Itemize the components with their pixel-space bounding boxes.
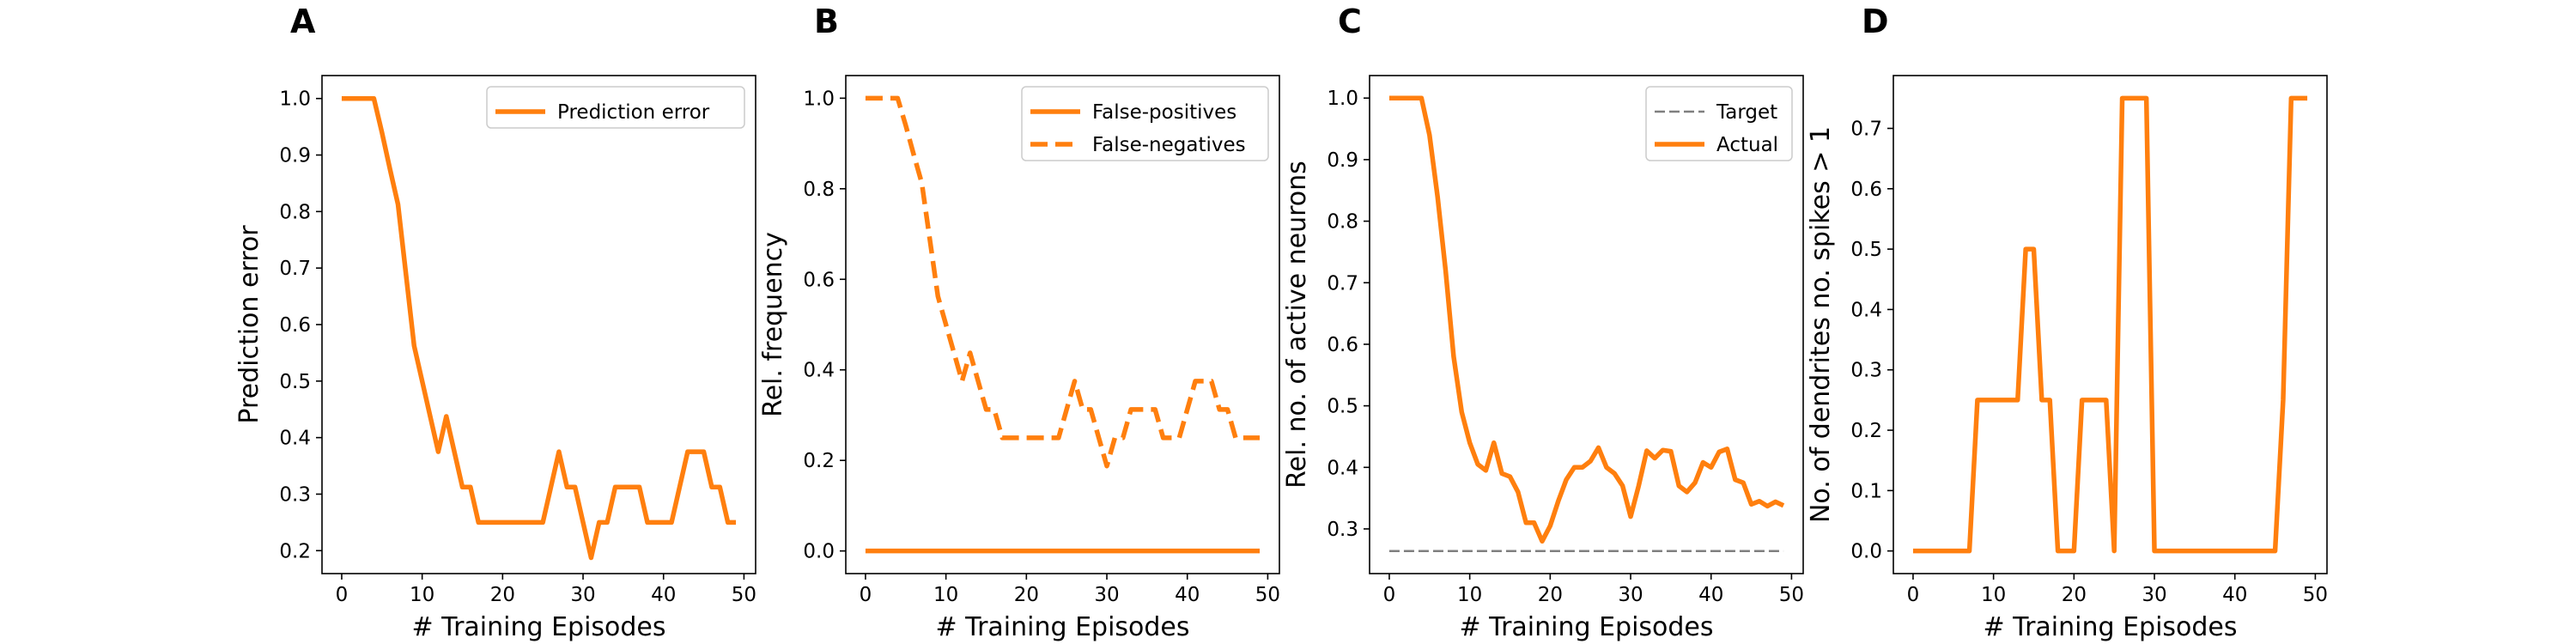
x-tick-label: 30 [2142, 584, 2166, 606]
legend-label: Target [1716, 101, 1777, 124]
x-tick-label: 50 [2303, 584, 2328, 606]
x-tick-label: 20 [490, 584, 515, 606]
y-tick-label: 0.0 [803, 541, 835, 563]
y-tick-label: 0.5 [1327, 396, 1358, 418]
y-tick-label: 0.3 [1327, 519, 1358, 541]
panel-d: D 0 10 20 30 40 50 0.0 0.1 0.2 0.3 0.4 0.5 0.6 0.7 # Tr… [1806, 3, 2328, 642]
panel-letter: D [1862, 3, 1889, 40]
y-tick-label: 1.0 [1327, 88, 1358, 110]
x-tick-label: 50 [732, 584, 756, 606]
legend-label: Actual [1716, 134, 1778, 156]
x-tick-label: 10 [1457, 584, 1482, 606]
legend: Prediction error [486, 86, 745, 129]
y-axis-label: Prediction error [234, 225, 264, 424]
panel-letter: A [290, 3, 316, 40]
y-tick-label: 0.4 [279, 428, 311, 450]
panel-a: A 0 10 20 30 40 50 0.2 0.3 0.4 0.5 0.6 0.7 0.8 0.9 1.0 #… [234, 3, 756, 642]
y-tick-label: 0.8 [279, 201, 311, 223]
series-line-actual [1388, 95, 1785, 544]
y-tick-label: 0.3 [279, 483, 311, 506]
x-tick-label: 10 [933, 584, 958, 606]
y-tick-label: 0.7 [1850, 118, 1882, 141]
x-tick-label: 10 [1981, 584, 2006, 606]
x-axis-label: # Training Episodes [935, 612, 1189, 642]
x-axis-label: # Training Episodes [1983, 612, 2237, 642]
panel-letter: B [814, 3, 839, 40]
legend: Target Actual [1645, 86, 1793, 161]
x-tick-label: 50 [1255, 584, 1280, 606]
x-tick-label: 50 [1779, 584, 1804, 606]
y-tick-label: 0.4 [1850, 299, 1882, 321]
plot-frame [1369, 75, 1804, 574]
y-tick-label: 0.3 [1850, 360, 1882, 382]
y-tick-label: 0.9 [279, 145, 311, 167]
x-tick-label: 0 [1907, 584, 1920, 606]
x-tick-label: 30 [1618, 584, 1643, 606]
x-tick-label: 40 [2222, 584, 2247, 606]
y-tick-label: 0.6 [1327, 334, 1358, 356]
x-tick-label: 20 [2062, 584, 2087, 606]
x-tick-label: 40 [1175, 584, 1200, 606]
y-axis-label: Rel. frequency [758, 232, 788, 417]
y-tick-label: 0.8 [803, 179, 835, 201]
y-tick-label: 0.6 [1850, 179, 1882, 201]
x-tick-label: 30 [1094, 584, 1119, 606]
x-tick-label: 0 [1383, 584, 1396, 606]
y-axis-label: Rel. no. of active neurons [1282, 161, 1312, 489]
plot-frame [1893, 75, 2328, 574]
panel-c: C 0 10 20 30 40 50 0.3 0.4 0.5 0.6 0.7 0.8 0.9 1.0 # Tr… [1282, 3, 1804, 642]
x-axis-label: # Training Episodes [411, 612, 665, 642]
plot-frame [845, 75, 1280, 574]
legend: False-positives False-negatives [1021, 86, 1269, 161]
y-tick-label: 0.6 [803, 269, 835, 291]
x-axis-label: # Training Episodes [1459, 612, 1713, 642]
x-tick-label: 40 [651, 584, 676, 606]
x-tick-label: 40 [1698, 584, 1723, 606]
y-tick-label: 0.2 [803, 450, 835, 472]
y-tick-label: 0.7 [279, 258, 311, 280]
series-line-false-negatives [865, 95, 1261, 469]
y-tick-label: 0.0 [1850, 541, 1882, 563]
y-tick-label: 0.5 [1850, 239, 1882, 261]
y-tick-label: 1.0 [803, 88, 835, 110]
legend-box [1021, 86, 1269, 161]
legend-label: Prediction error [557, 101, 710, 124]
y-axis-label: No. of dendrites no. spikes > 1 [1806, 126, 1836, 523]
x-tick-label: 0 [860, 584, 872, 606]
series-line-prediction-error [341, 95, 737, 561]
x-tick-label: 10 [410, 584, 434, 606]
panel-b: B 0 10 20 30 40 50 0.0 0.2 0.4 0.6 0.8 1.0 # Training… [758, 3, 1280, 642]
y-tick-label: 1.0 [279, 88, 311, 111]
y-tick-label: 0.4 [803, 360, 835, 382]
y-tick-label: 0.1 [1850, 480, 1882, 502]
series-line-values [1912, 95, 2308, 554]
y-tick-label: 0.5 [279, 371, 311, 393]
legend-box [486, 86, 745, 129]
y-tick-label: 0.4 [1327, 457, 1358, 479]
legend-label: False-positives [1092, 101, 1236, 124]
x-tick-label: 20 [1014, 584, 1039, 606]
y-tick-label: 0.2 [1850, 420, 1882, 442]
x-tick-label: 30 [570, 584, 595, 606]
legend-label: False-negatives [1092, 134, 1246, 156]
y-tick-label: 0.8 [1327, 211, 1358, 234]
x-tick-label: 20 [1538, 584, 1563, 606]
panel-letter: C [1338, 3, 1362, 40]
y-tick-label: 0.6 [279, 314, 311, 337]
y-tick-label: 0.7 [1327, 272, 1358, 295]
y-tick-label: 0.9 [1327, 149, 1358, 172]
x-tick-label: 0 [336, 584, 349, 606]
y-tick-label: 0.2 [279, 540, 311, 562]
